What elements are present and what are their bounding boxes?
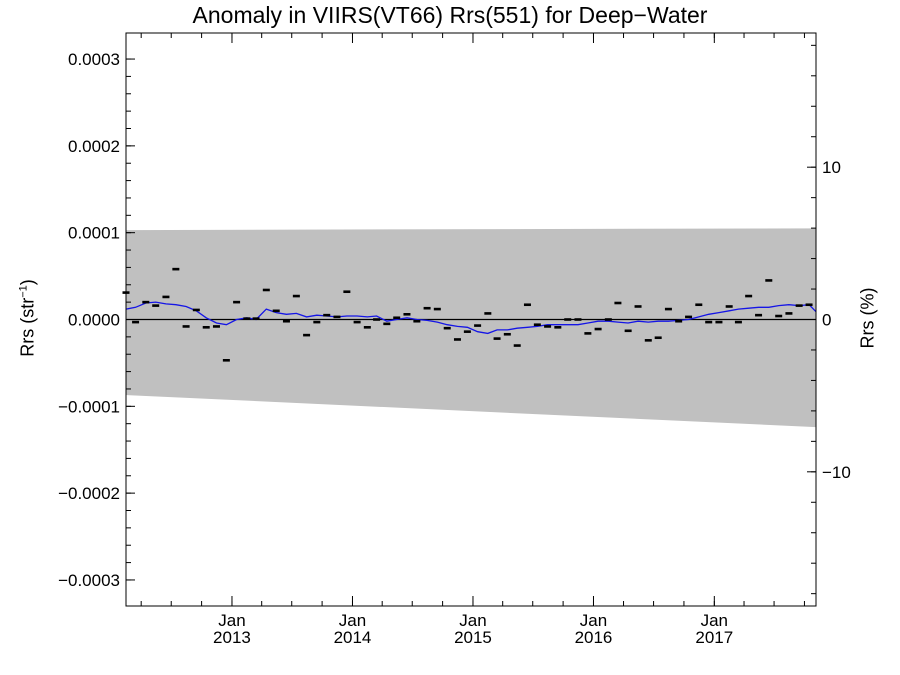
axes-layer: 0.0003 0.0002 0.0001 0.0000 −0.0001 −0.0002 −0… — [58, 32, 851, 647]
x-tick-year-label: 2017 — [695, 628, 733, 647]
right-y-tick-label: −10 — [822, 463, 851, 482]
left-y-tick-label: 0.0003 — [68, 50, 120, 69]
left-y-tick-label: 0.0002 — [68, 137, 120, 156]
x-tick-month-label: Jan — [339, 611, 366, 630]
left-y-tick-label: −0.0001 — [58, 397, 120, 416]
left-y-tick-label: 0.0000 — [68, 311, 120, 330]
x-tick-year-label: 2014 — [334, 628, 372, 647]
moving-average-line — [125, 301, 817, 335]
x-tick-year-label: 2015 — [454, 628, 492, 647]
left-y-tick-label: −0.0002 — [58, 484, 120, 503]
tolerance-band-layer — [126, 228, 816, 428]
x-tick-month-label: Jan — [701, 611, 728, 630]
right-y-tick-label: 0 — [822, 311, 831, 330]
x-tick-year-label: 2016 — [575, 628, 613, 647]
x-tick-year-label: 2013 — [213, 628, 251, 647]
x-tick-month-label: Jan — [580, 611, 607, 630]
left-y-tick-label: 0.0001 — [68, 224, 120, 243]
right-y-tick-label: 10 — [822, 158, 841, 177]
tolerance-band — [126, 228, 816, 428]
moving-average-layer — [125, 301, 817, 335]
data-points-layer — [122, 267, 813, 362]
x-tick-month-label: Jan — [459, 611, 486, 630]
x-tick-month-label: Jan — [218, 611, 245, 630]
left-y-tick-label: −0.0003 — [58, 571, 120, 590]
chart-title: Anomaly in VIIRS(VT66) Rrs(551) for Deep… — [192, 2, 708, 28]
